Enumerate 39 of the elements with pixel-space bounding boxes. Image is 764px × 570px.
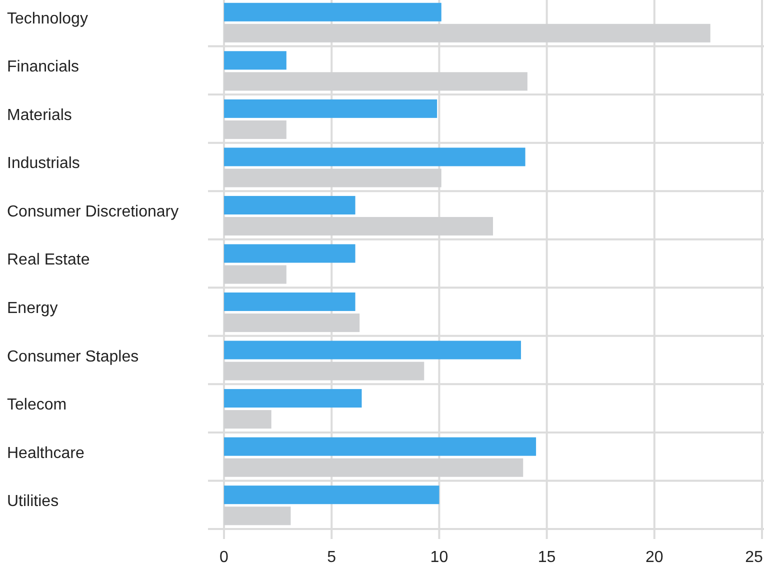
bar bbox=[224, 486, 440, 504]
bar bbox=[224, 314, 360, 332]
bar bbox=[224, 168, 442, 188]
bar bbox=[224, 216, 493, 236]
y-tick-label: Consumer Discretionary bbox=[7, 203, 179, 220]
bar bbox=[224, 265, 286, 284]
bar bbox=[224, 72, 528, 91]
y-tick-label: Technology bbox=[7, 10, 88, 28]
bar bbox=[224, 2, 442, 22]
bar bbox=[224, 437, 536, 456]
bar bbox=[224, 410, 272, 429]
y-tick-label: Real Estate bbox=[7, 252, 90, 269]
y-tick-label: Energy bbox=[7, 300, 58, 318]
bar bbox=[224, 148, 526, 166]
x-tick-label: 20 bbox=[646, 549, 664, 566]
x-tick-label: 15 bbox=[538, 549, 556, 566]
bar bbox=[224, 196, 356, 214]
bar bbox=[224, 292, 356, 312]
bar bbox=[224, 362, 424, 380]
y-tick-label: Financials bbox=[7, 58, 80, 76]
bar bbox=[224, 506, 291, 526]
bar bbox=[224, 51, 286, 70]
y-tick-label: Industrials bbox=[7, 155, 80, 172]
x-tick-label: 10 bbox=[430, 549, 448, 566]
bar bbox=[224, 340, 521, 360]
bar bbox=[224, 389, 362, 408]
bar bbox=[224, 120, 286, 139]
bar bbox=[224, 24, 710, 42]
bar bbox=[224, 458, 524, 477]
x-tick-label: 0 bbox=[220, 549, 229, 566]
y-tick-label: Consumer Staples bbox=[7, 348, 139, 366]
y-tick-label: Telecom bbox=[7, 396, 67, 414]
x-tick-label: 25 bbox=[745, 549, 763, 566]
y-tick-label: Utilities bbox=[7, 493, 59, 510]
y-tick-label: Healthcare bbox=[7, 444, 84, 462]
bar bbox=[224, 99, 438, 118]
x-tick-label: 5 bbox=[327, 549, 336, 566]
bar bbox=[224, 244, 356, 263]
y-tick-label: Materials bbox=[7, 106, 72, 124]
